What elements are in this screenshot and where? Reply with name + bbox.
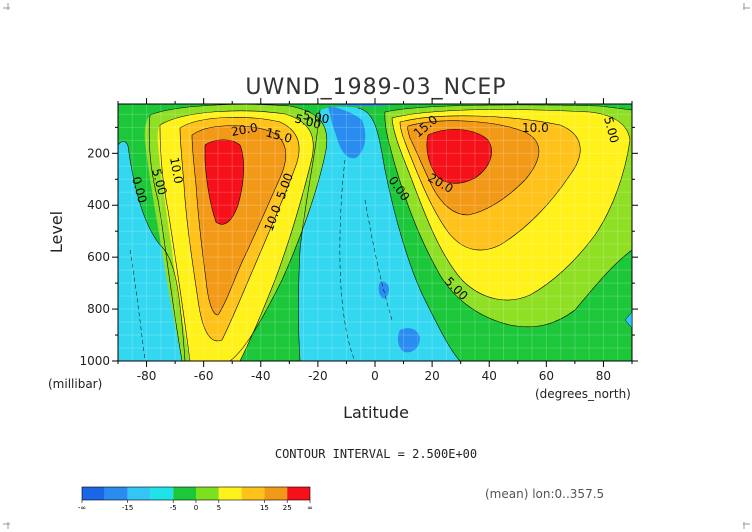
colorbar-swatch bbox=[264, 487, 288, 500]
x-tick-label: 40 bbox=[482, 369, 497, 383]
x-tick-label: 60 bbox=[539, 369, 554, 383]
contour-label: 10.0 bbox=[522, 121, 549, 135]
contour-label: 5.00 bbox=[293, 111, 322, 131]
colorbar-label: 0 bbox=[194, 504, 198, 512]
y-axis-units: (millibar) bbox=[48, 377, 102, 391]
colorbar: -∞ -15 -5 0 5 15 25 ∞ bbox=[78, 486, 313, 512]
band-blue-blob2 bbox=[397, 328, 420, 353]
x-axis: -80 -60 -40 -20 0 20 40 60 80 bbox=[117, 98, 633, 383]
x-axis-label: Latitude bbox=[343, 403, 409, 422]
band-blue-strip bbox=[332, 104, 395, 107]
contour-label: 5.00 bbox=[149, 167, 169, 196]
colorbar-swatch bbox=[241, 487, 265, 500]
colorbar-swatch bbox=[127, 487, 151, 500]
north-red bbox=[426, 129, 492, 184]
contour-label: 5.00 bbox=[601, 115, 621, 144]
x-axis-units: (degrees_north) bbox=[535, 387, 631, 401]
colorbar-swatch bbox=[173, 487, 196, 500]
band-cyan-left bbox=[118, 141, 185, 361]
y-tick-label: 800 bbox=[87, 302, 110, 316]
colorbar-label: 15 bbox=[260, 504, 269, 512]
x-tick-label: -60 bbox=[194, 369, 214, 383]
contour-interval: CONTOUR INTERVAL = 2.500E+00 bbox=[275, 447, 477, 461]
y-tick-label: 1000 bbox=[79, 354, 110, 368]
x-tick-label: -20 bbox=[308, 369, 328, 383]
colorbar-swatch bbox=[104, 487, 128, 500]
contour-label: -5.00 bbox=[297, 107, 330, 126]
y-tick-label: 400 bbox=[87, 198, 110, 212]
x-tick-label: -40 bbox=[251, 369, 271, 383]
contour-lines bbox=[118, 104, 632, 361]
corner-marks bbox=[3, 3, 750, 529]
colorbar-swatch bbox=[196, 487, 219, 500]
contour-label: 20.0 bbox=[230, 121, 259, 139]
contour-label: 10.0 bbox=[167, 156, 185, 185]
colorbar-swatch bbox=[218, 487, 242, 500]
colorbar-label: 25 bbox=[283, 504, 292, 512]
chart-title: UWND_1989-03_NCEP bbox=[245, 75, 506, 100]
band-cyan-center bbox=[298, 106, 460, 361]
x-tick-label: 0 bbox=[371, 369, 379, 383]
plot-area: 20.0 15.0 10.0 5.00 0.00 10.0 5.00 5.00 … bbox=[118, 104, 632, 361]
colorbar-label: ∞ bbox=[307, 504, 313, 512]
y-axis-label: Level bbox=[47, 211, 66, 253]
south-red bbox=[205, 139, 244, 225]
edge-marker bbox=[624, 311, 633, 329]
negative-contours bbox=[129, 159, 393, 361]
x-tick-label: 20 bbox=[424, 369, 439, 383]
contour-label: 15.0 bbox=[264, 125, 293, 145]
y-tick-label: 600 bbox=[87, 250, 110, 264]
colorbar-label: -15 bbox=[122, 504, 133, 512]
x-tick-label: 80 bbox=[596, 369, 611, 383]
grid-lines bbox=[118, 104, 632, 361]
colorbar-swatch bbox=[150, 487, 174, 500]
averaging-note: (mean) lon:0..357.5 bbox=[485, 487, 604, 501]
colorbar-label: -∞ bbox=[78, 504, 86, 512]
x-tick-label: -80 bbox=[137, 369, 157, 383]
band-blue-top bbox=[328, 106, 366, 159]
colorbar-label: -5 bbox=[170, 504, 177, 512]
colorbar-swatch bbox=[82, 487, 105, 500]
y-tick-label: 200 bbox=[87, 146, 110, 160]
colorbar-label: 5 bbox=[217, 504, 221, 512]
y-axis: 200 400 600 800 1000 bbox=[79, 126, 638, 368]
colorbar-swatch bbox=[287, 487, 310, 500]
contour-label: 0.00 bbox=[129, 175, 149, 204]
